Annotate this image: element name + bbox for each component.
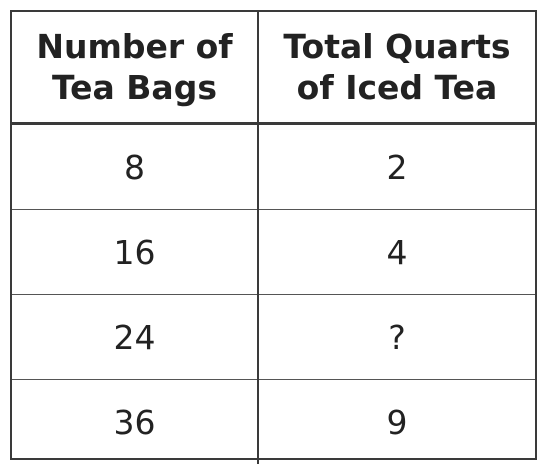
table-row: 8 2 [12, 123, 535, 210]
header-total-quarts-line-2: of Iced Tea [296, 68, 498, 107]
cell-quarts: 9 [258, 379, 535, 464]
cell-quarts-unknown: ? [258, 294, 535, 380]
header-total-quarts: Total Quarts of Iced Tea [258, 12, 535, 125]
header-tea-bags-line-2: Tea Bags [52, 68, 217, 107]
table-row: 16 4 [12, 209, 535, 295]
header-tea-bags-line-1: Number of [36, 27, 233, 66]
header-total-quarts-line-1: Total Quarts [283, 27, 511, 66]
tea-ratio-table: Number of Tea Bags Total Quarts of Iced … [12, 12, 535, 464]
tea-table-container: Number of Tea Bags Total Quarts of Iced … [10, 10, 537, 464]
header-tea-bags: Number of Tea Bags [12, 12, 259, 125]
table-row: 24 ? [12, 294, 535, 380]
cell-tea-bags: 8 [12, 123, 259, 210]
cell-tea-bags: 16 [12, 209, 259, 295]
cell-quarts: 2 [386, 147, 408, 187]
table-row: 36 9 [12, 379, 535, 464]
cell-quarts: 4 [258, 209, 535, 295]
header-row: Number of Tea Bags Total Quarts of Iced … [12, 12, 535, 125]
cell-tea-bags: 36 [12, 379, 259, 464]
cell-tea-bags: 24 [12, 294, 259, 380]
